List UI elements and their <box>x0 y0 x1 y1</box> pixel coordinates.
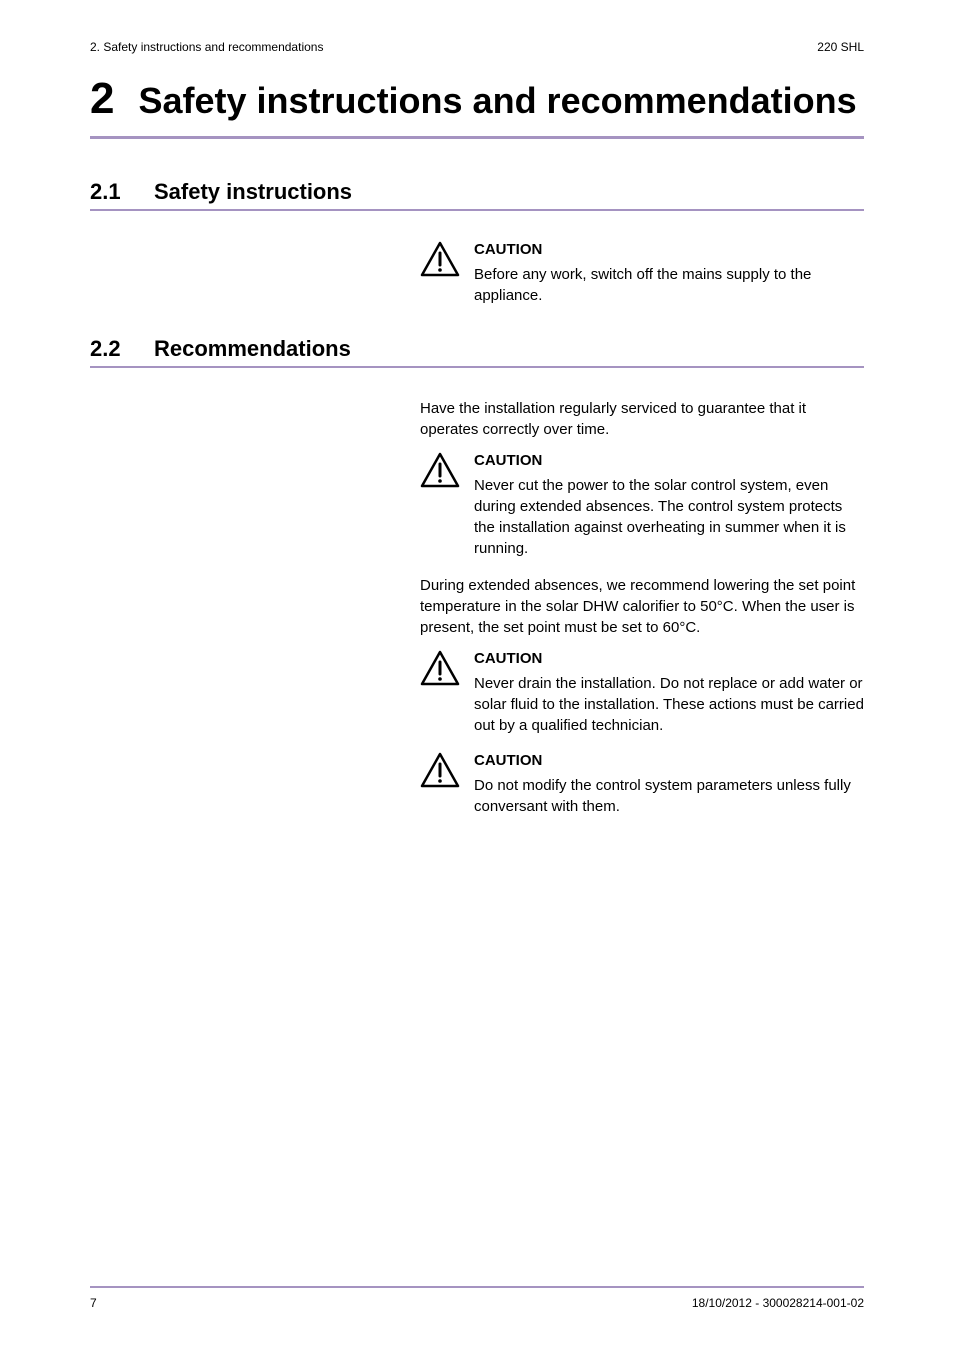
chapter-title: 2 Safety instructions and recommendation… <box>90 74 864 124</box>
section-2-2: 2.2 Recommendations Have the installatio… <box>90 336 864 817</box>
caution-text: Do not modify the control system paramet… <box>474 775 864 817</box>
caution-label: CAUTION <box>474 752 864 769</box>
page-header: 2. Safety instructions and recommendatio… <box>90 40 864 54</box>
caution-content: CAUTION Never cut the power to the solar… <box>474 452 864 559</box>
footer-info: 18/10/2012 - 300028214-001-02 <box>692 1296 864 1310</box>
chapter-number: 2 <box>90 74 114 124</box>
warning-icon <box>420 241 460 277</box>
content-area: Have the installation regularly serviced… <box>420 398 864 817</box>
chapter-heading: Safety instructions and recommendations <box>138 80 856 121</box>
caution-block: CAUTION Never cut the power to the solar… <box>420 452 864 559</box>
warning-icon <box>420 452 460 488</box>
section-title: Recommendations <box>154 336 351 362</box>
caution-block: CAUTION Do not modify the control system… <box>420 752 864 817</box>
caution-label: CAUTION <box>474 452 864 469</box>
warning-icon <box>420 752 460 788</box>
caution-label: CAUTION <box>474 650 864 667</box>
caution-text: Never cut the power to the solar control… <box>474 475 864 559</box>
page-footer: 7 18/10/2012 - 300028214-001-02 <box>90 1286 864 1310</box>
section-divider <box>90 209 864 211</box>
footer-row: 7 18/10/2012 - 300028214-001-02 <box>90 1296 864 1310</box>
section-number: 2.1 <box>90 179 130 205</box>
header-left: 2. Safety instructions and recommendatio… <box>90 40 323 54</box>
header-right: 220 SHL <box>817 40 864 54</box>
page-number: 7 <box>90 1296 97 1310</box>
chapter-divider <box>90 136 864 139</box>
paragraph: During extended absences, we recommend l… <box>420 575 864 638</box>
footer-divider <box>90 1286 864 1288</box>
paragraph: Have the installation regularly serviced… <box>420 398 864 440</box>
section-header: 2.2 Recommendations <box>90 336 864 362</box>
section-divider <box>90 366 864 368</box>
section-number: 2.2 <box>90 336 130 362</box>
caution-label: CAUTION <box>474 241 864 258</box>
section-title: Safety instructions <box>154 179 352 205</box>
caution-content: CAUTION Never drain the installation. Do… <box>474 650 864 736</box>
section-header: 2.1 Safety instructions <box>90 179 864 205</box>
section-2-1: 2.1 Safety instructions CAUTION Before a… <box>90 179 864 306</box>
content-area: CAUTION Before any work, switch off the … <box>420 241 864 306</box>
caution-text: Never drain the installation. Do not rep… <box>474 673 864 736</box>
caution-text: Before any work, switch off the mains su… <box>474 264 864 306</box>
caution-content: CAUTION Before any work, switch off the … <box>474 241 864 306</box>
caution-block: CAUTION Never drain the installation. Do… <box>420 650 864 736</box>
caution-block: CAUTION Before any work, switch off the … <box>420 241 864 306</box>
warning-icon <box>420 650 460 686</box>
caution-content: CAUTION Do not modify the control system… <box>474 752 864 817</box>
